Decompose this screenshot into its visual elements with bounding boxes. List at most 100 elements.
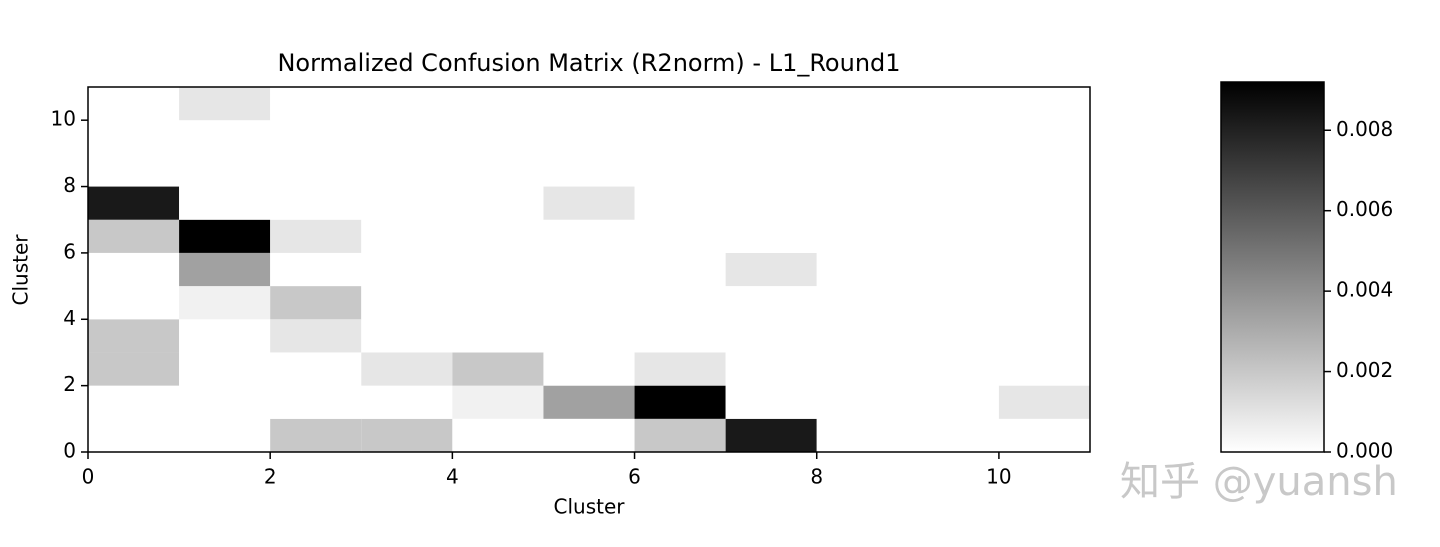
heatmap-cell [179,352,271,386]
heatmap-cell [907,286,999,320]
heatmap-cell [998,87,1090,121]
heatmap-cell [816,319,908,353]
heatmap-cell [88,418,180,452]
heatmap-cell [907,352,999,386]
y-tick-label: 0 [63,439,76,463]
heatmap-cell [270,286,362,320]
heatmap-cell [998,286,1090,320]
heatmap-cell [88,352,180,386]
heatmap-cell [543,186,635,220]
heatmap-cell [725,87,817,121]
heatmap-cell [543,219,635,253]
heatmap-cell [179,186,271,220]
heatmap-cell [634,418,726,452]
heatmap-cell [361,186,453,220]
heatmap-cell [907,120,999,154]
heatmap-cell [270,219,362,253]
heatmap-cell [725,352,817,386]
x-tick-label: 0 [82,465,95,489]
heatmap-cell [816,252,908,287]
heatmap-cell [907,219,999,253]
heatmap-cell [816,186,908,220]
colorbar-tick-label: 0.000 [1336,439,1393,463]
heatmap-cell [543,286,635,320]
heatmap-cell [816,418,908,452]
heatmap-cell [998,418,1090,452]
heatmap-cell [543,87,635,121]
heatmap-cell [270,385,362,419]
heatmap-cell [361,87,453,121]
heatmap-cell [998,219,1090,253]
heatmap-cell [816,219,908,253]
heatmap-cell [725,186,817,220]
heatmap-cell [452,219,544,253]
heatmap-cell [634,87,726,121]
heatmap-cell [452,153,544,187]
heatmap-cell [634,252,726,287]
heatmap-cell [907,385,999,419]
heatmap-cell [179,252,271,287]
colorbar-tick-label: 0.002 [1336,358,1393,382]
heatmap-cell [361,286,453,320]
heatmap-cell [452,319,544,353]
heatmap-cell [725,319,817,353]
colorbar-tick-label: 0.004 [1336,278,1393,302]
y-tick-label: 8 [63,173,76,197]
heatmap-cell [998,319,1090,353]
heatmap-cell [816,153,908,187]
heatmap-cell [725,219,817,253]
heatmap-cell [816,385,908,419]
chart-title: Normalized Confusion Matrix (R2norm) - L… [277,49,900,77]
watermark: 知乎 @yuansh [1120,459,1398,505]
heatmap-cell [634,286,726,320]
plot-frame [87,86,1091,453]
heatmap-cell [634,120,726,154]
heatmap-cell [452,87,544,121]
heatmap-cell [179,153,271,187]
x-tick-label: 6 [628,465,641,489]
heatmap-cell [452,286,544,320]
heatmap-cell [725,252,817,287]
heatmap-cell [361,153,453,187]
x-axis-label: Cluster [554,495,626,519]
heatmap-cell [88,153,180,187]
heatmap-cell [179,286,271,320]
heatmap-cell [816,87,908,121]
heatmap-cell [998,252,1090,287]
heatmap-cell [543,252,635,287]
heatmap-cell [179,319,271,353]
heatmap-cell [452,186,544,220]
heatmap-cell [361,352,453,386]
y-axis-label: Cluster [9,234,33,306]
heatmap-cell [361,418,453,452]
heatmap-cell [270,418,362,452]
heatmap-cell [816,352,908,386]
heatmap-cell [88,219,180,253]
heatmap-cell [998,385,1090,419]
heatmap-cell [907,319,999,353]
heatmap-cell [725,286,817,320]
heatmap-cell [452,120,544,154]
heatmap-cell [907,418,999,452]
colorbar-tick-label: 0.008 [1336,117,1393,141]
heatmap-cell [179,219,271,253]
heatmap-cell [88,319,180,353]
heatmap-cell [88,252,180,287]
heatmap-cell [270,153,362,187]
heatmap-cell [88,186,180,220]
heatmap-cell [725,153,817,187]
heatmap-cell [634,352,726,386]
heatmap-cell [361,385,453,419]
heatmap-cell [270,120,362,154]
heatmap-cell [543,153,635,187]
y-tick-label: 10 [51,107,76,131]
heatmap-cell [88,385,180,419]
heatmap-cell [543,352,635,386]
heatmap-cell [907,87,999,121]
heatmap-cell [179,418,271,452]
heatmap-cell [452,418,544,452]
heatmap-cell [543,319,635,353]
heatmap-cell [179,385,271,419]
heatmap-cell [634,385,726,419]
heatmap-cell [998,186,1090,220]
